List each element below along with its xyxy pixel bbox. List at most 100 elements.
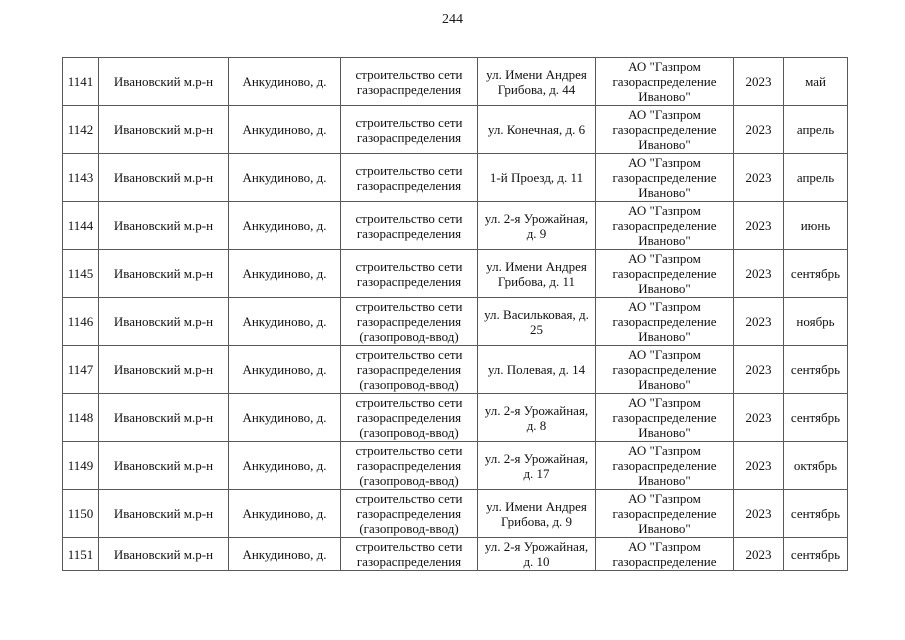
organization-cell: АО "Газпром газораспределение Иваново" [595,105,734,154]
year-cell: 2023 [733,201,784,250]
year-cell: 2023 [733,393,784,442]
district-cell: Ивановский м.р-н [98,489,229,538]
table-row: 1148 Ивановский м.р-н Анкудиново, д. строит… [62,393,848,442]
work-type-cell: строительство сети газораспределения (га… [340,489,478,538]
year-cell: 2023 [733,153,784,202]
month-cell: июнь [783,201,848,250]
table-row: 1141 Ивановский м.р-н Анкудиново, д. строит… [62,57,848,106]
work-type-cell: строительство сети газораспределения (га… [340,297,478,346]
row-number-cell: 1151 [62,537,99,571]
row-number-cell: 1147 [62,345,99,394]
year-cell: 2023 [733,297,784,346]
work-type-cell: строительство сети газораспределения [340,249,478,298]
address-cell: ул. Полевая, д. 14 [477,345,596,394]
month-cell: ноябрь [783,297,848,346]
table-row: 1143 Ивановский м.р-н Анкудиново, д. строит… [62,153,848,202]
address-cell: ул. Васильковая, д. 25 [477,297,596,346]
month-cell: сентябрь [783,249,848,298]
settlement-cell: Анкудиново, д. [228,537,341,571]
district-cell: Ивановский м.р-н [98,249,229,298]
year-cell: 2023 [733,441,784,490]
construction-schedule-table: 1141 Ивановский м.р-н Анкудиново, д. строит… [62,57,848,571]
address-cell: 1-й Проезд, д. 11 [477,153,596,202]
organization-cell: АО "Газпром газораспределение Иваново" [595,393,734,442]
month-cell: май [783,57,848,106]
row-number-cell: 1142 [62,105,99,154]
organization-cell: АО "Газпром газораспределение Иваново" [595,441,734,490]
page-number: 244 [442,12,463,27]
work-type-cell: строительство сети газораспределения [340,105,478,154]
row-number-cell: 1149 [62,441,99,490]
year-cell: 2023 [733,105,784,154]
work-type-cell: строительство сети газораспределения (га… [340,441,478,490]
organization-cell: АО "Газпром газораспределение Иваново" [595,345,734,394]
year-cell: 2023 [733,57,784,106]
settlement-cell: Анкудиново, д. [228,57,341,106]
district-cell: Ивановский м.р-н [98,393,229,442]
table-row: 1146 Ивановский м.р-н Анкудиново, д. строит… [62,297,848,346]
district-cell: Ивановский м.р-н [98,441,229,490]
address-cell: ул. 2-я Урожайная, д. 17 [477,441,596,490]
address-cell: ул. Конечная, д. 6 [477,105,596,154]
row-number-cell: 1144 [62,201,99,250]
organization-cell: АО "Газпром газораспределение Иваново" [595,297,734,346]
address-cell: ул. 2-я Урожайная, д. 9 [477,201,596,250]
district-cell: Ивановский м.р-н [98,57,229,106]
settlement-cell: Анкудиново, д. [228,249,341,298]
settlement-cell: Анкудиново, д. [228,105,341,154]
month-cell: сентябрь [783,537,848,571]
organization-cell: АО "Газпром газораспределение Иваново" [595,201,734,250]
work-type-cell: строительство сети газораспределения [340,57,478,106]
work-type-cell: строительство сети газораспределения (га… [340,393,478,442]
work-type-cell: строительство сети газораспределения [340,153,478,202]
table-row: 1147 Ивановский м.р-н Анкудиново, д. строит… [62,345,848,394]
month-cell: сентябрь [783,489,848,538]
work-type-cell: строительство сети газораспределения [340,537,478,571]
work-type-cell: строительство сети газораспределения (га… [340,345,478,394]
row-number-cell: 1146 [62,297,99,346]
organization-cell: АО "Газпром газораспределение Иваново" [595,57,734,106]
address-cell: ул. Имени Андрея Грибова, д. 44 [477,57,596,106]
table-row: 1151 Ивановский м.р-н Анкудиново, д. строит… [62,537,848,571]
year-cell: 2023 [733,537,784,571]
table-body: 1141 Ивановский м.р-н Анкудиново, д. строит… [62,57,848,571]
district-cell: Ивановский м.р-н [98,297,229,346]
settlement-cell: Анкудиново, д. [228,297,341,346]
settlement-cell: Анкудиново, д. [228,345,341,394]
table-row: 1142 Ивановский м.р-н Анкудиново, д. строит… [62,105,848,154]
year-cell: 2023 [733,345,784,394]
district-cell: Ивановский м.р-н [98,345,229,394]
settlement-cell: Анкудиново, д. [228,201,341,250]
district-cell: Ивановский м.р-н [98,537,229,571]
settlement-cell: Анкудиново, д. [228,489,341,538]
year-cell: 2023 [733,489,784,538]
year-cell: 2023 [733,249,784,298]
district-cell: Ивановский м.р-н [98,105,229,154]
organization-cell: АО "Газпром газораспределение Иваново" [595,153,734,202]
month-cell: апрель [783,153,848,202]
settlement-cell: Анкудиново, д. [228,393,341,442]
district-cell: Ивановский м.р-н [98,201,229,250]
address-cell: ул. 2-я Урожайная, д. 10 [477,537,596,571]
work-type-cell: строительство сети газораспределения [340,201,478,250]
month-cell: сентябрь [783,345,848,394]
address-cell: ул. Имени Андрея Грибова, д. 9 [477,489,596,538]
table-row: 1145 Ивановский м.р-н Анкудиново, д. строит… [62,249,848,298]
row-number-cell: 1148 [62,393,99,442]
organization-cell: АО "Газпром газораспределение Иваново" [595,489,734,538]
district-cell: Ивановский м.р-н [98,153,229,202]
address-cell: ул. 2-я Урожайная, д. 8 [477,393,596,442]
settlement-cell: Анкудиново, д. [228,441,341,490]
table-row: 1150 Ивановский м.р-н Анкудиново, д. строит… [62,489,848,538]
organization-cell: АО "Газпром газораспределение Иваново" [595,249,734,298]
row-number-cell: 1145 [62,249,99,298]
table-row: 1144 Ивановский м.р-н Анкудиново, д. строит… [62,201,848,250]
settlement-cell: Анкудиново, д. [228,153,341,202]
month-cell: апрель [783,105,848,154]
month-cell: октябрь [783,441,848,490]
month-cell: сентябрь [783,393,848,442]
row-number-cell: 1143 [62,153,99,202]
organization-cell: АО "Газпром газораспределение [595,537,734,571]
row-number-cell: 1141 [62,57,99,106]
table-row: 1149 Ивановский м.р-н Анкудиново, д. строит… [62,441,848,490]
